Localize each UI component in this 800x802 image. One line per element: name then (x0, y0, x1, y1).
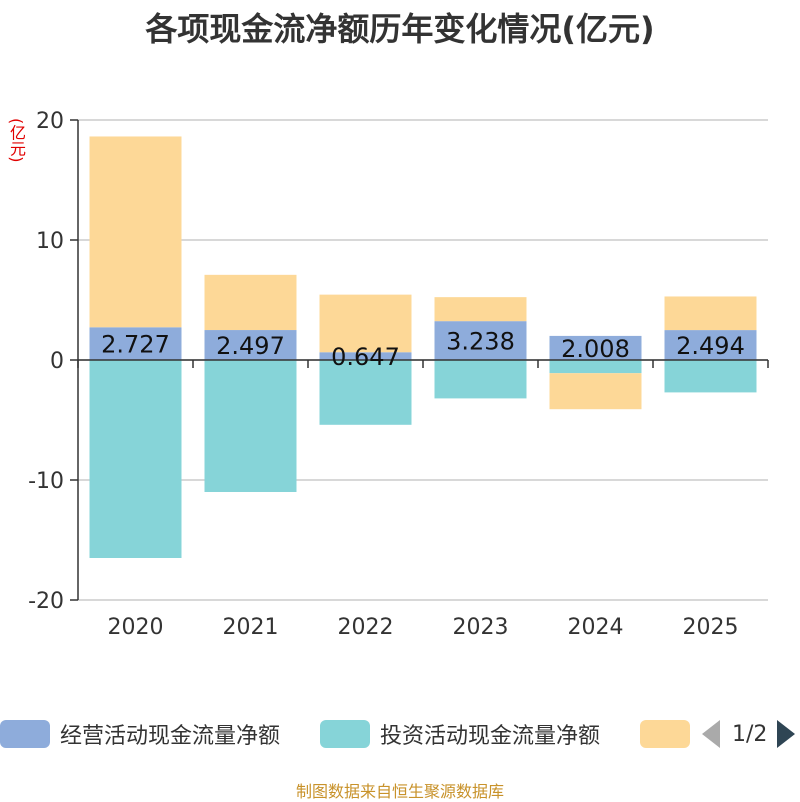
legend-item-investing[interactable]: 投资活动现金流量净额 (320, 718, 600, 750)
bar-chart: 20 10 0 -10 -20 2020 2021 2022 2023 2024 2025 2.727… (28, 109, 769, 640)
bar-2025-series-2 (664, 296, 757, 331)
x-tick-label-2021: 2021 (223, 615, 279, 640)
bar-2021-series-1 (204, 360, 297, 492)
bar-2025-series-1 (664, 360, 757, 393)
bar-2022-series-1 (319, 360, 412, 425)
bar-2023-series-2 (434, 297, 527, 322)
data-label-2021: 2.497 (216, 332, 285, 360)
bar-2020-series-2 (89, 136, 182, 328)
legend-pager: 1/2 (700, 718, 800, 750)
bar-2020-series-1 (89, 360, 182, 558)
source-note: 制图数据来自恒生聚源数据库 (295, 782, 504, 801)
y-tick-label: 0 (50, 349, 64, 374)
y-tick-label: -10 (28, 469, 64, 494)
x-tick-label-2025: 2025 (683, 615, 739, 640)
legend-label-operating: 经营活动现金流量净额 (60, 724, 281, 749)
bar-2024-series-2 (549, 373, 642, 410)
y-axis-unit: (亿元) (7, 118, 26, 163)
legend: 经营活动现金流量净额 投资活动现金流量净额 (0, 718, 800, 750)
data-label-2022: 0.647 (331, 343, 400, 371)
bar-2023-series-0 (434, 321, 527, 360)
bar-2022-series-2 (319, 294, 412, 353)
legend-swatch-financing (640, 720, 690, 748)
pager-prev-icon[interactable] (702, 720, 720, 748)
bar-2021-series-0 (204, 330, 297, 360)
bar-2024-series-0 (549, 335, 642, 360)
legend-label-investing: 投资活动现金流量净额 (380, 724, 601, 749)
x-tick-label-2023: 2023 (453, 615, 509, 640)
legend-swatch-operating (0, 720, 50, 748)
data-label-2023: 3.238 (446, 328, 515, 356)
bar-2020-series-0 (89, 327, 182, 360)
y-tick-label: 10 (36, 229, 64, 254)
x-tick-label-2020: 2020 (108, 615, 164, 640)
legend-item-financing[interactable] (640, 718, 690, 750)
bar-2023-series-1 (434, 360, 527, 399)
legend-swatch-investing (320, 720, 370, 748)
bar-2022-series-0 (319, 352, 412, 360)
legend-item-operating[interactable]: 经营活动现金流量净额 (0, 718, 280, 750)
pager-next-icon[interactable] (777, 720, 796, 748)
y-tick-label: -20 (28, 589, 64, 614)
y-tick-label: 20 (36, 109, 64, 134)
data-label-2024: 2.008 (561, 335, 630, 363)
bar-2024-series-1 (549, 360, 642, 374)
x-tick-label-2022: 2022 (338, 615, 394, 640)
data-label-2020: 2.727 (101, 331, 170, 359)
bar-2025-series-0 (664, 330, 757, 360)
bar-2021-series-2 (204, 274, 297, 331)
x-tick-label-2024: 2024 (568, 615, 624, 640)
pager-text: 1/2 (732, 721, 768, 747)
data-label-2025: 2.494 (676, 332, 745, 360)
chart-title: 各项现金流净额历年变化情况(亿元) (145, 10, 655, 48)
